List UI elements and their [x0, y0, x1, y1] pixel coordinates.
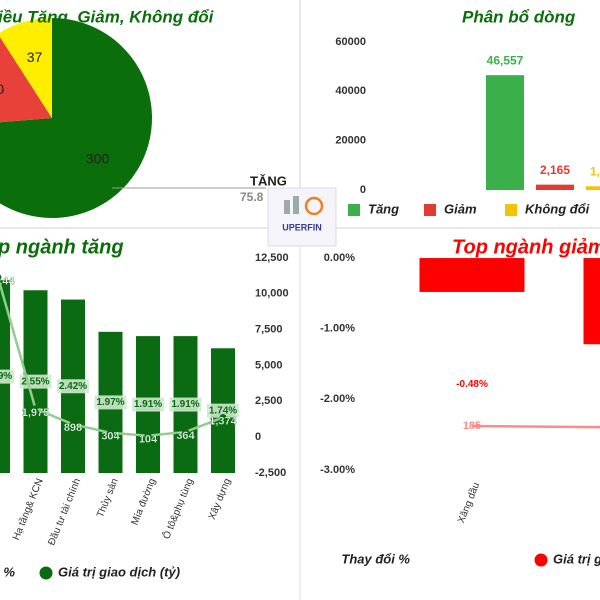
value-label: 364	[176, 430, 195, 442]
y-tick-label: 20000	[335, 135, 366, 147]
x-tick-label: Xây dựng	[207, 477, 233, 521]
value-label: 1,500	[590, 164, 600, 178]
y2-tick-label: 5,000	[255, 359, 283, 371]
legend-label: Giá trị giao dịch (tỷ)	[553, 551, 600, 566]
legend-label: Thay đổi %	[0, 564, 15, 579]
pie-slice	[0, 18, 52, 118]
pie-slice	[0, 18, 153, 218]
x-tick-label: Thủy sản	[94, 477, 121, 520]
y2-tick-label: 12,500	[255, 252, 289, 264]
x-tick-label: Xăng dầu	[455, 481, 482, 525]
line-marker	[0, 274, 2, 281]
y2-tick-label: 10,000	[255, 288, 289, 300]
y-tick-label: -2.00%	[320, 393, 355, 405]
value-label: 2.69%	[0, 371, 12, 382]
label-box	[94, 395, 127, 410]
value-label: 1.91%	[171, 399, 199, 410]
value-label: 1.91%	[134, 399, 162, 410]
line-marker	[32, 405, 39, 413]
label-box	[169, 397, 202, 412]
bar	[586, 186, 600, 190]
value-label: 2.55%	[21, 376, 49, 387]
value-label: 1.97%	[96, 397, 124, 408]
label-box	[0, 369, 14, 384]
value-label: 11,144	[0, 275, 15, 287]
y2-tick-label: 7,500	[255, 324, 283, 336]
value-label: 2,165	[540, 163, 570, 177]
annotation: TĂNG	[250, 173, 287, 188]
value-label: 1,374	[209, 415, 237, 427]
y-tick-label: 0	[360, 184, 366, 196]
line	[471, 424, 600, 429]
legend-label: Giá trị giao dịch (tỷ)	[58, 564, 180, 579]
logo: UPERFIN	[267, 187, 337, 247]
legend-label: Thay đổi %	[341, 551, 410, 566]
slice-label: 300	[86, 151, 110, 167]
x-tick-label: Đầu tư tài chính	[45, 477, 83, 547]
x-tick-label: Mía đường	[130, 477, 159, 527]
y2-tick-label: 0	[255, 431, 261, 443]
logo-icon	[304, 196, 324, 216]
bar	[419, 258, 525, 292]
legend-swatch	[39, 566, 53, 580]
legend-label: Tăng	[368, 201, 399, 216]
y-tick-label: 60000	[335, 36, 366, 48]
y-tick-label: 40000	[335, 85, 366, 97]
x-tick-label: Ô tô&phụ tùng	[160, 476, 196, 541]
value-label: 46,557	[487, 53, 524, 67]
bar	[536, 184, 574, 190]
y2-tick-label: -2,500	[255, 467, 286, 479]
slice-label: 70	[0, 81, 4, 97]
legend-swatch	[348, 204, 360, 216]
value-label: -0.48%	[456, 379, 488, 390]
value-label: 2.42%	[59, 381, 87, 392]
line-marker	[219, 413, 227, 421]
y-tick-label: -1.00%	[320, 323, 355, 335]
legend-swatch	[424, 204, 436, 216]
bar	[486, 75, 524, 190]
bar	[583, 258, 600, 345]
value-label: 898	[64, 422, 82, 434]
line-marker	[182, 428, 189, 436]
chart-title: iều Tăng, Giảm, Không đổi	[0, 7, 215, 26]
legend-swatch	[534, 553, 548, 567]
value-label: 304	[101, 431, 120, 443]
legend-label: Không đổi	[525, 201, 590, 216]
value-label: 185	[463, 420, 481, 432]
chart-title: p ngành tăng	[0, 236, 124, 258]
legend-swatch	[505, 204, 517, 216]
value-label: 104	[139, 434, 158, 446]
value-label: 1,975	[22, 407, 50, 419]
y2-tick-label: 2,500	[255, 395, 283, 407]
x-tick-label: Hạ tầng& KCN	[10, 477, 46, 542]
label-box	[132, 397, 164, 412]
y-tick-label: 0.00%	[324, 252, 355, 264]
logo-icon	[284, 200, 290, 214]
y-tick-label: -3.00%	[320, 464, 355, 476]
legend-label: Giảm	[444, 201, 477, 216]
label-box	[207, 403, 239, 418]
pie-slice	[0, 37, 52, 123]
line-marker	[69, 420, 77, 428]
chart-title: Top ngành giảm	[452, 236, 600, 258]
annotation: 75.8	[240, 190, 264, 204]
line-marker	[144, 432, 152, 440]
logo-text: UPERFIN	[282, 222, 322, 232]
label-box	[57, 379, 89, 394]
chart-title: Phân bổ dòng	[462, 7, 576, 26]
slice-label: 37	[27, 49, 43, 65]
logo-icon	[293, 196, 299, 214]
value-label: 1.74%	[209, 405, 237, 416]
logo-box	[267, 187, 337, 247]
line-marker	[107, 429, 114, 437]
